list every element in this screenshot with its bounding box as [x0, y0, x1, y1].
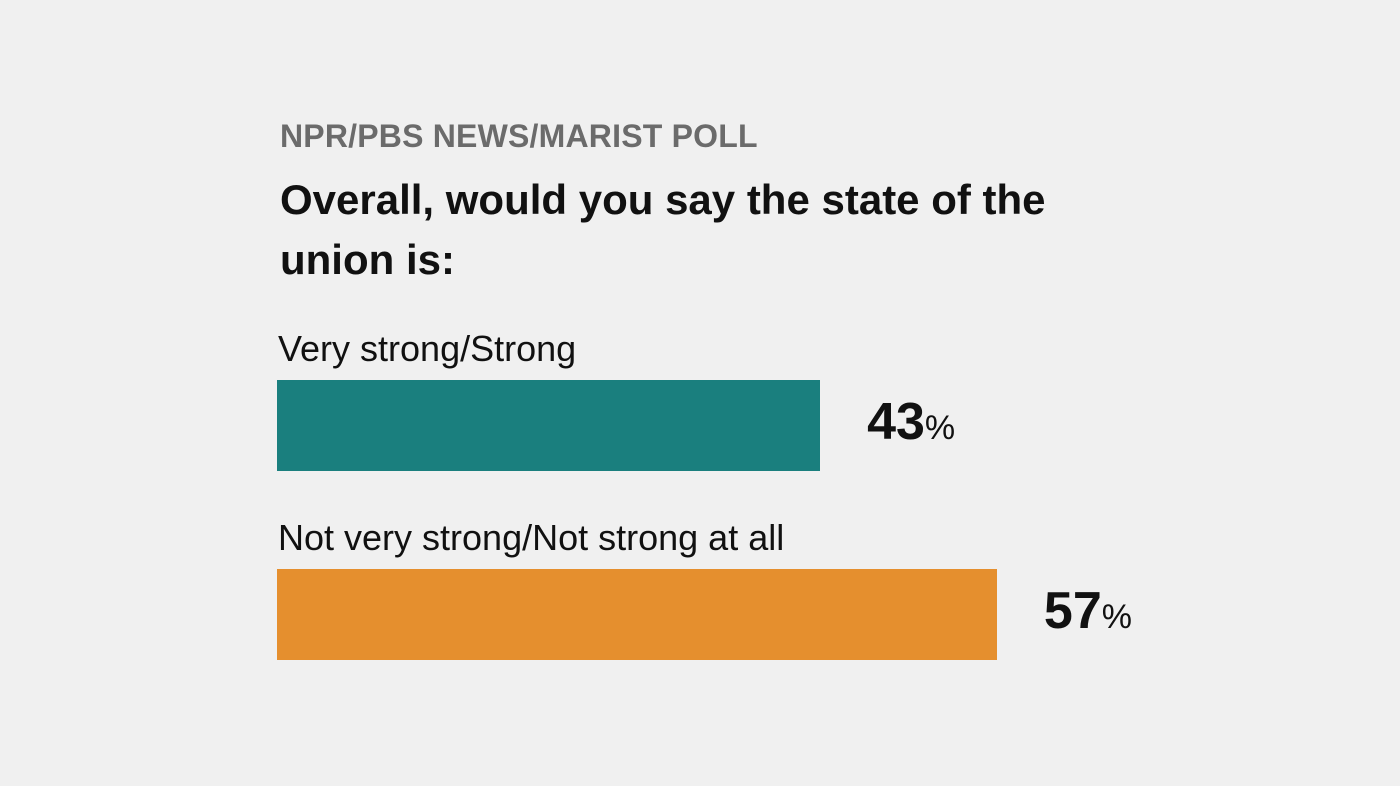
bar: [277, 380, 821, 471]
category-label: Very strong/Strong: [278, 328, 577, 369]
value-label: 43%: [867, 392, 955, 452]
value-unit: %: [924, 409, 956, 447]
chart-title: Overall, would you say the state of the …: [280, 176, 1046, 283]
value-unit: %: [1101, 598, 1132, 636]
category-label: Not very strong/Not strong at all: [278, 517, 785, 558]
bar: [277, 569, 997, 660]
source-kicker: NPR/PBS NEWS/MARIST POLL: [280, 118, 758, 154]
value-label: 57%: [1044, 581, 1132, 641]
value-number: 43: [867, 393, 925, 451]
value-number: 57: [1043, 582, 1102, 640]
